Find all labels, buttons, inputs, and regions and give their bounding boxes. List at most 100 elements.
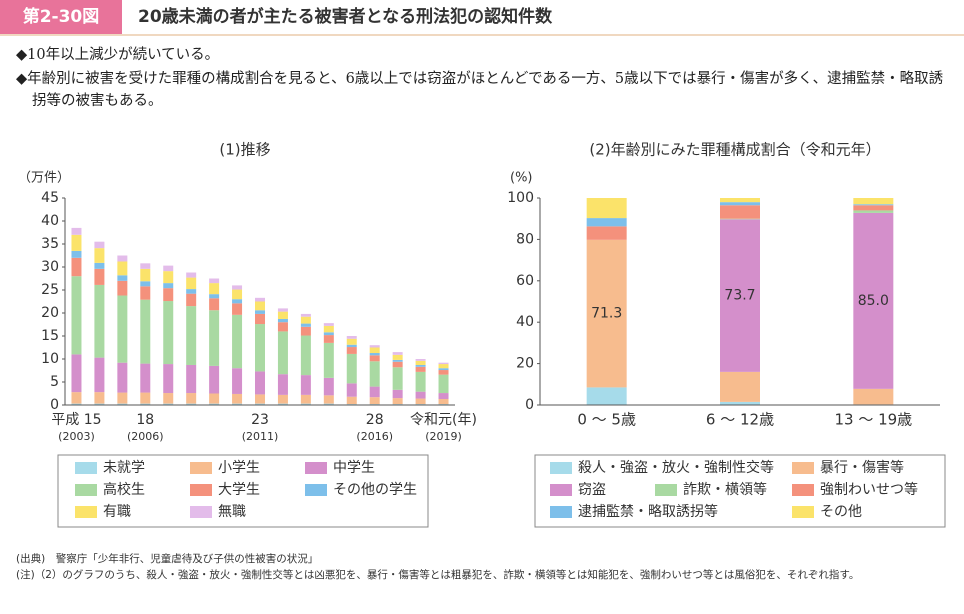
legend-swatch	[550, 506, 572, 518]
legend-swatch	[190, 462, 212, 474]
x-tick-label: 18	[136, 412, 154, 428]
bar-segment	[392, 398, 403, 405]
bar-segment	[323, 395, 334, 404]
bar-segment	[232, 285, 243, 290]
bar-segment	[71, 257, 82, 277]
bar-segment	[94, 403, 105, 405]
bar-segment	[140, 286, 151, 300]
bar-segment	[186, 403, 197, 405]
bar-segment	[94, 262, 105, 269]
bar-segment	[255, 301, 265, 311]
bar-segment	[369, 397, 380, 405]
bullet: ◆年齢別に被害を受けた罪種の構成割合を見ると、6歳以上では窃盗がほとんどである一…	[16, 71, 944, 109]
data-label: 71.3	[591, 306, 622, 322]
bar-segment	[232, 299, 243, 304]
bar-segment	[300, 316, 311, 324]
bar-segment	[392, 361, 403, 368]
bar-segment	[209, 403, 220, 405]
bar-segment	[277, 311, 288, 319]
bar-segment	[94, 268, 105, 285]
bar-segment	[438, 399, 449, 405]
x-tick-label: 令和元(年)	[410, 412, 477, 428]
y-tick-label: 40	[41, 213, 59, 229]
bar-segment	[415, 398, 426, 405]
bar-segment	[720, 371, 760, 402]
bar-segment	[186, 272, 197, 278]
data-label: 73.7	[724, 288, 755, 304]
bar-segment	[853, 210, 894, 213]
note: (注)（2）のグラフのうち、殺人・強盗・放火・強制性交等とは凶悪犯を、暴行・傷害…	[16, 569, 860, 581]
bar-segment	[720, 401, 760, 405]
legend-swatch	[190, 506, 212, 518]
legend-swatch	[792, 506, 814, 518]
bar-segment	[255, 371, 265, 395]
bar-segment	[853, 205, 894, 211]
bar-segment	[163, 271, 174, 284]
y-tick-label: 45	[41, 190, 59, 206]
y-tick-label: 40	[516, 314, 534, 330]
x-tick-label: 0 ～ 5歳	[577, 411, 636, 429]
y-tick-label: 5	[50, 374, 59, 390]
bar-segment	[140, 263, 151, 269]
bar-segment	[346, 347, 357, 354]
bar-segment	[323, 335, 334, 343]
x-tick-label: 28	[366, 412, 384, 428]
bar-segment	[140, 268, 151, 282]
legend-swatch	[305, 462, 327, 474]
bar-segment	[346, 396, 357, 405]
y-tick-label: 0	[50, 397, 59, 413]
legend-label: 無職	[218, 504, 246, 520]
legend-swatch	[75, 484, 97, 496]
bar-segment	[438, 370, 449, 375]
bar-segment	[71, 234, 82, 251]
bar-segment	[438, 393, 449, 400]
bar-segment	[255, 313, 265, 325]
bar-segment	[853, 198, 894, 205]
bar-segment	[71, 250, 82, 258]
bar-segment	[255, 310, 265, 314]
note: (出典) 警察庁「少年非行、児童虐待及び子供の性被害の状況」	[16, 553, 319, 565]
bar-segment	[140, 363, 151, 393]
y-tick-label: 25	[41, 282, 59, 298]
bar-segment	[323, 377, 334, 396]
bar-segment	[323, 332, 334, 336]
bar-segment	[186, 293, 197, 307]
legend-swatch	[792, 462, 814, 474]
bar-segment	[186, 289, 197, 294]
header-rule	[0, 34, 964, 36]
bar-segment	[720, 205, 760, 219]
bar-segment	[300, 323, 311, 327]
bar-segment	[392, 359, 403, 362]
bar-segment	[163, 364, 174, 394]
bar-segment	[586, 239, 627, 388]
bar-segment	[117, 280, 128, 296]
x-tick-label: 23	[251, 412, 269, 428]
bar-segment	[586, 218, 627, 227]
bar-segment	[415, 359, 426, 361]
chart-title: (2)年齢別にみた罪種構成割合（令和元年）	[589, 141, 880, 159]
bar-segment	[277, 308, 288, 312]
bar-segment	[209, 278, 220, 284]
bar-segment	[415, 391, 426, 399]
bar-segment	[209, 294, 220, 299]
bar-segment	[255, 394, 265, 404]
bar-segment	[438, 362, 449, 365]
bar-segment	[71, 276, 82, 355]
bar-segment	[323, 342, 334, 378]
bar-segment	[94, 357, 105, 393]
bar-segment	[186, 393, 197, 404]
bar-segment	[300, 375, 311, 395]
x-tick-label: 13 ～ 19歳	[834, 411, 912, 429]
bar-segment	[369, 355, 380, 362]
bar-segment	[117, 403, 128, 405]
bar-segment	[586, 387, 627, 405]
bar-segment	[392, 389, 403, 399]
legend-box	[534, 454, 946, 528]
bar-segment	[209, 283, 220, 295]
legend-label: その他の学生	[333, 482, 417, 498]
bar-segment	[186, 277, 197, 290]
legend-label: 高校生	[103, 481, 145, 498]
bar-segment	[117, 362, 128, 393]
